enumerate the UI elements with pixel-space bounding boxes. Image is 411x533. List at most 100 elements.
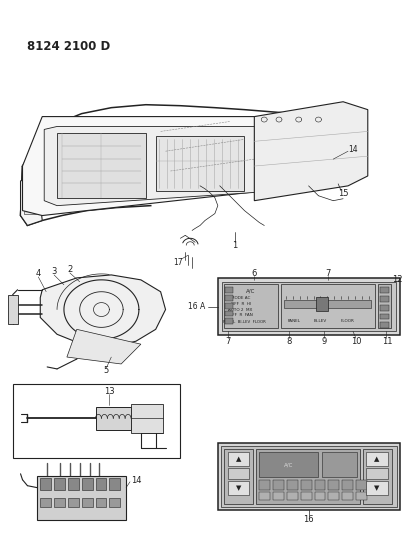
Bar (225, 311, 233, 317)
Bar (25, 184, 36, 214)
Bar (228, 468, 249, 479)
Bar (273, 480, 284, 490)
Bar (228, 452, 249, 466)
Text: 9: 9 (322, 337, 327, 346)
Bar (380, 322, 390, 328)
Text: 4: 4 (36, 269, 41, 278)
Polygon shape (21, 176, 42, 225)
Polygon shape (67, 329, 141, 364)
Bar (82, 498, 92, 507)
Text: PANEL  BI-LEV  FLOOR: PANEL BI-LEV FLOOR (223, 320, 266, 325)
Bar (97, 407, 131, 430)
Bar (224, 449, 253, 504)
Bar (380, 304, 390, 311)
Bar (225, 295, 233, 301)
Text: 2: 2 (67, 265, 72, 274)
Text: AUTO 2  MX: AUTO 2 MX (229, 308, 253, 312)
Bar (109, 498, 120, 507)
Text: 13: 13 (104, 387, 115, 396)
Polygon shape (40, 275, 166, 347)
Bar (222, 282, 396, 332)
Bar (40, 498, 51, 507)
Bar (316, 297, 328, 311)
Bar (37, 476, 126, 520)
Bar (380, 287, 390, 293)
Text: 14: 14 (348, 145, 358, 154)
Text: 14: 14 (131, 477, 141, 485)
Text: 5: 5 (104, 366, 109, 375)
Bar (224, 284, 278, 328)
Bar (259, 491, 270, 499)
Text: 15: 15 (338, 189, 349, 198)
Bar (225, 318, 233, 325)
Bar (13, 384, 180, 458)
Bar (218, 278, 400, 335)
Text: 12: 12 (392, 276, 403, 285)
Text: 6: 6 (252, 269, 257, 278)
Text: 3: 3 (51, 268, 57, 277)
Bar (287, 480, 298, 490)
Text: A/C: A/C (246, 288, 255, 293)
Text: ▼: ▼ (374, 484, 379, 491)
Bar (366, 481, 388, 495)
Bar (314, 480, 326, 490)
Bar (356, 480, 367, 490)
Bar (366, 468, 388, 479)
Text: 1: 1 (232, 241, 237, 250)
Bar (363, 449, 393, 504)
Bar (54, 498, 65, 507)
Bar (281, 284, 375, 328)
Text: 16: 16 (303, 515, 314, 524)
Bar (328, 491, 339, 499)
Text: BI-LEV: BI-LEV (314, 319, 327, 324)
Text: 8124 2100 D: 8124 2100 D (28, 41, 111, 53)
Bar (95, 498, 106, 507)
Bar (95, 478, 106, 490)
Bar (8, 295, 18, 325)
Text: 11: 11 (382, 337, 393, 346)
Bar (366, 452, 388, 466)
Bar (284, 300, 371, 308)
Text: FLOOR: FLOOR (341, 319, 355, 324)
Text: 7: 7 (225, 337, 231, 346)
Bar (356, 491, 367, 499)
Bar (259, 452, 319, 477)
Bar (40, 478, 51, 490)
Text: OFF  R  FAN: OFF R FAN (229, 313, 252, 318)
Bar (378, 284, 391, 328)
Text: PANEL: PANEL (287, 319, 300, 324)
Text: 16 A: 16 A (188, 302, 205, 311)
Bar (225, 303, 233, 309)
Bar (225, 287, 233, 293)
Bar (301, 491, 312, 499)
Bar (328, 480, 339, 490)
Bar (301, 480, 312, 490)
Bar (273, 491, 284, 499)
Bar (82, 478, 92, 490)
Bar (131, 403, 163, 433)
Text: ▲: ▲ (374, 456, 379, 462)
Bar (54, 478, 65, 490)
Bar (68, 498, 79, 507)
Text: 8: 8 (286, 337, 291, 346)
Bar (156, 136, 245, 191)
Text: 10: 10 (351, 337, 361, 346)
Bar (218, 443, 400, 511)
Bar (256, 449, 360, 504)
Polygon shape (254, 102, 368, 201)
Bar (68, 478, 79, 490)
Text: MODE AC: MODE AC (231, 296, 250, 300)
Bar (342, 491, 353, 499)
Text: 7: 7 (326, 269, 331, 278)
Bar (314, 491, 326, 499)
Bar (322, 452, 357, 477)
Bar (342, 480, 353, 490)
Polygon shape (44, 126, 294, 206)
Polygon shape (23, 117, 323, 215)
Bar (221, 446, 397, 507)
Bar (287, 491, 298, 499)
Text: ▼: ▼ (236, 484, 241, 491)
Text: OFF  R  HI: OFF R HI (231, 302, 251, 305)
Bar (380, 313, 390, 319)
Text: 17: 17 (173, 257, 183, 266)
